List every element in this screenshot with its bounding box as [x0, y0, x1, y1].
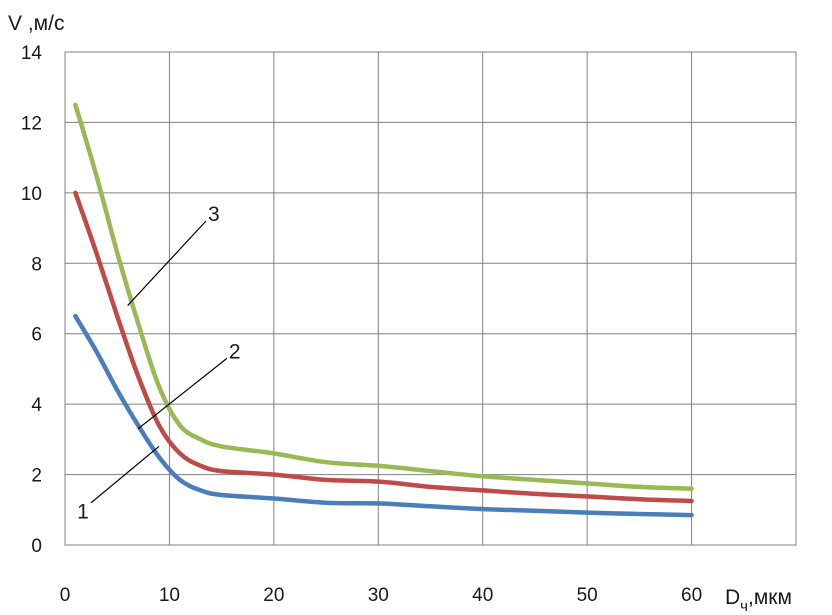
x-tick-label: 10	[159, 585, 180, 606]
annotation-label-3: 3	[208, 203, 220, 226]
y-tick-label: 8	[31, 254, 42, 275]
series-line-3	[73, 102, 694, 491]
y-tick-label: 14	[21, 43, 43, 64]
y-tick-label: 0	[31, 536, 42, 557]
x-tick-label: 50	[577, 585, 598, 606]
series-line-2	[73, 190, 694, 504]
x-axis-label-sub: ч	[740, 598, 748, 615]
y-tick-label: 6	[31, 325, 42, 346]
y-tick-label: 2	[31, 466, 42, 487]
x-axis-label-main: D	[725, 586, 740, 609]
plot-area	[64, 51, 797, 546]
x-tick-label: 60	[681, 585, 702, 606]
y-tick-label: 12	[21, 113, 42, 134]
annotation-label-1: 1	[77, 501, 89, 524]
series-lines	[73, 102, 694, 518]
x-tick-label: 0	[60, 585, 71, 606]
annotation-leader-1	[90, 445, 160, 504]
y-tick-labels: 0 2 4 6 8 10 12 14	[21, 43, 43, 557]
annotation-label-2: 2	[229, 340, 241, 363]
y-tick-label: 4	[31, 395, 42, 416]
x-axis-label: Dч,мкм	[725, 586, 792, 615]
annotation-leader-2	[137, 357, 228, 430]
y-axis-label: V ,м/с	[8, 12, 64, 35]
grid	[65, 52, 796, 545]
x-tick-label: 40	[472, 585, 493, 606]
y-tick-label: 10	[21, 184, 42, 205]
annotation-leader-3	[127, 220, 207, 306]
curve-annotations: 1 2 3	[77, 203, 240, 524]
x-tick-labels: 0 10 20 30 40 50 60	[60, 585, 702, 606]
x-tick-label: 20	[263, 585, 284, 606]
series-line-1	[73, 313, 694, 518]
x-tick-label: 30	[368, 585, 389, 606]
x-axis-label-unit: ,мкм	[748, 586, 792, 609]
